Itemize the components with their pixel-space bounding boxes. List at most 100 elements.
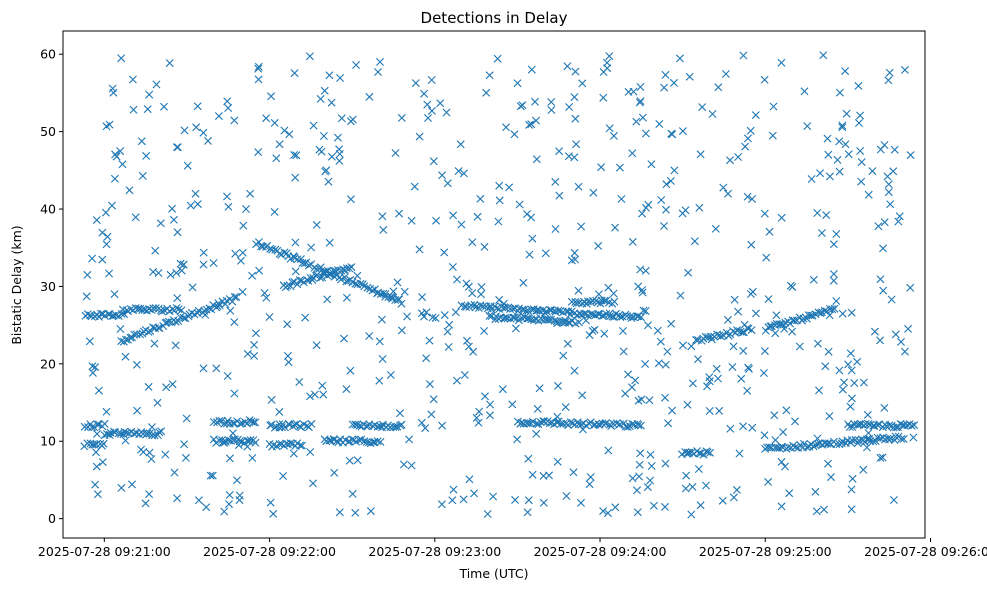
data-point (795, 342, 804, 351)
data-point (291, 267, 300, 276)
data-point (192, 123, 201, 132)
data-point (577, 420, 586, 429)
data-point (144, 382, 153, 391)
data-point (513, 435, 522, 444)
data-point (199, 260, 208, 269)
data-point (456, 140, 465, 149)
data-point (480, 242, 489, 251)
data-point (803, 122, 812, 131)
data-point (688, 482, 697, 491)
data-point (346, 117, 355, 126)
data-point (555, 191, 564, 200)
data-point (729, 493, 738, 502)
data-point (443, 327, 452, 336)
data-point (420, 89, 429, 98)
data-point (523, 508, 532, 517)
data-point (288, 278, 297, 287)
data-point (477, 283, 486, 291)
data-point (683, 400, 692, 409)
data-point (876, 453, 885, 462)
data-point (608, 312, 617, 321)
data-point (128, 480, 136, 489)
data-point (870, 327, 879, 336)
data-point (853, 357, 862, 366)
data-point (117, 483, 126, 492)
data-point (246, 436, 255, 445)
y-axis-title: Bistatic Delay (km) (9, 225, 24, 344)
data-point (92, 448, 100, 457)
data-point (467, 301, 476, 310)
data-point (101, 208, 110, 217)
data-point (809, 442, 818, 451)
data-point (236, 256, 245, 265)
data-point (225, 491, 234, 499)
data-point (777, 320, 786, 329)
data-point (502, 123, 510, 132)
data-point (88, 368, 97, 377)
data-point (99, 439, 108, 448)
data-point (582, 299, 591, 308)
data-point (386, 371, 395, 379)
data-point (321, 167, 330, 176)
data-point (846, 349, 855, 358)
data-point (262, 293, 271, 302)
data-point (817, 229, 826, 237)
data-point (149, 267, 158, 276)
data-point (220, 438, 229, 447)
data-point (318, 381, 327, 390)
data-point (431, 314, 440, 323)
data-point (377, 315, 386, 324)
data-point (569, 468, 578, 477)
data-point (485, 311, 494, 320)
data-point (438, 171, 447, 180)
data-point (83, 439, 92, 448)
data-point (395, 295, 404, 304)
data-point (879, 286, 888, 295)
data-point (319, 132, 328, 140)
data-point (636, 421, 645, 430)
data-point (375, 376, 384, 385)
data-point (468, 289, 477, 298)
data-point (137, 445, 146, 454)
data-point (769, 102, 778, 111)
data-point (782, 406, 791, 415)
data-point (664, 419, 673, 428)
data-point (120, 427, 129, 436)
data-point (437, 500, 446, 509)
data-point (121, 335, 130, 344)
data-point (215, 416, 224, 425)
data-point (250, 351, 259, 360)
data-point (225, 454, 234, 463)
data-point (452, 376, 461, 385)
data-point (634, 421, 643, 430)
data-point (864, 190, 873, 199)
data-point (532, 419, 541, 428)
data-point (590, 325, 599, 334)
data-point (657, 196, 666, 204)
data-point (662, 180, 671, 189)
data-point (577, 222, 586, 231)
data-point (310, 263, 319, 272)
data-point (376, 57, 384, 66)
data-point (176, 259, 185, 268)
data-point (570, 248, 579, 257)
data-point (814, 308, 823, 317)
data-point (624, 370, 633, 379)
data-point (838, 121, 847, 130)
data-point (98, 255, 107, 264)
data-point (162, 383, 171, 392)
data-point (518, 101, 527, 110)
data-point (267, 92, 276, 101)
data-point (160, 102, 168, 111)
data-point (284, 358, 293, 367)
data-point (286, 282, 295, 291)
data-point (243, 419, 252, 428)
data-point (628, 237, 637, 246)
data-point (734, 307, 743, 316)
data-point (646, 476, 655, 485)
data-point (199, 248, 208, 257)
data-point (688, 379, 697, 388)
data-point (98, 228, 107, 237)
